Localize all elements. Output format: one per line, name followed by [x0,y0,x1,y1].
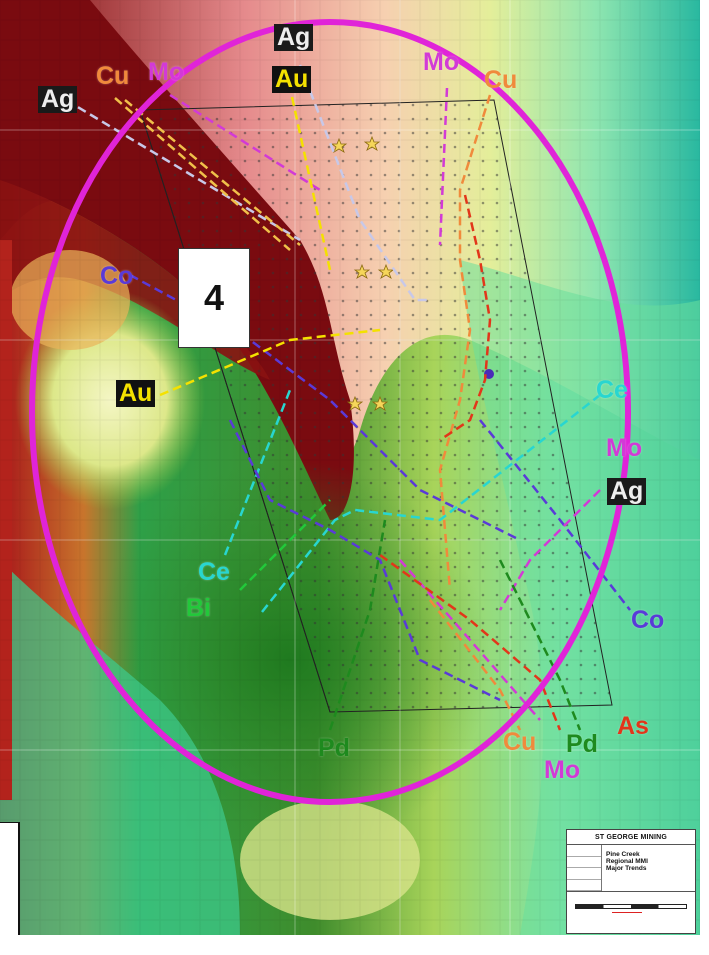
trend-as [439,194,492,442]
label-pd-bottom: Pd [318,734,350,762]
label-cu-top-right: Cu [484,66,518,94]
trend-au-left [159,328,381,397]
trend-lines [65,64,631,731]
label-pd-bottom-right: Pd [566,730,598,758]
label-ag-top: Ag [274,24,314,51]
title-line-2: Regional MMI [606,858,648,865]
trend-cu-left-2 [124,99,301,246]
trend-pd-right [498,559,582,731]
area-number-box: 4 [178,248,250,348]
trend-bi [239,499,331,591]
label-co-right: Co [631,606,665,634]
label-ag-right: Ag [607,478,647,505]
star-marker [346,395,364,411]
survey-grid [139,99,613,713]
trend-co-right [479,419,631,611]
left-panel-edge [0,822,20,935]
label-mo-top: Mo [423,48,460,76]
map-canvas [0,0,700,935]
trend-cu-top [438,94,492,591]
title-block-company: ST GEORGE MINING [567,830,695,845]
trend-co-mid [228,419,501,702]
label-cu-top-left: Cu [96,62,130,90]
label-ag-left: Ag [38,86,78,113]
label-co-left: Co [100,262,134,290]
star-marker [377,263,395,279]
highlight-ellipse [29,19,631,805]
trend-ce-left-2 [261,394,601,613]
trend-ag-top [298,64,430,302]
coordinate-grid [0,0,700,935]
trend-cu-left [114,97,291,251]
star-marker [353,263,371,279]
star-marker [330,137,348,153]
scale-bar [567,892,695,922]
title-block: ST GEORGE MINING Pine Creek Regional MMI… [566,829,696,934]
trend-mo-right [498,489,601,611]
title-block-legend-cells [567,845,602,891]
title-block-title: Pine Creek Regional MMI Major Trends [602,845,695,891]
trend-mo-left [169,93,321,192]
trend-mo-top [438,87,449,246]
area-number: 4 [203,277,225,318]
title-line-3: Major Trends [606,865,647,872]
title-line-1: Pine Creek [606,851,640,858]
trend-pd-bottom [328,519,387,731]
label-ce-right: Ce [596,376,628,404]
geochemical-map: 4 Ag Au Mo Cu Cu Mo Ag Co Au Ce Bi Pd Cu… [0,0,700,935]
label-cu-bottom: Cu [503,728,537,756]
label-mo-right: Mo [606,434,643,462]
label-au-left: Au [116,380,156,407]
label-au-top: Au [272,66,312,93]
trend-as-bottom [379,553,562,731]
trend-ag-left [65,98,301,242]
label-mo-bottom: Mo [544,756,581,784]
sample-stars [330,135,395,411]
star-marker [363,135,381,151]
trend-mo-bottom [399,559,541,721]
label-bi-left: Bi [186,594,211,622]
star-marker [371,395,389,411]
label-as-right: As [617,712,649,740]
label-mo-top-left: Mo [148,58,185,86]
label-ce-left: Ce [198,558,230,586]
trend-au-top [290,96,332,271]
